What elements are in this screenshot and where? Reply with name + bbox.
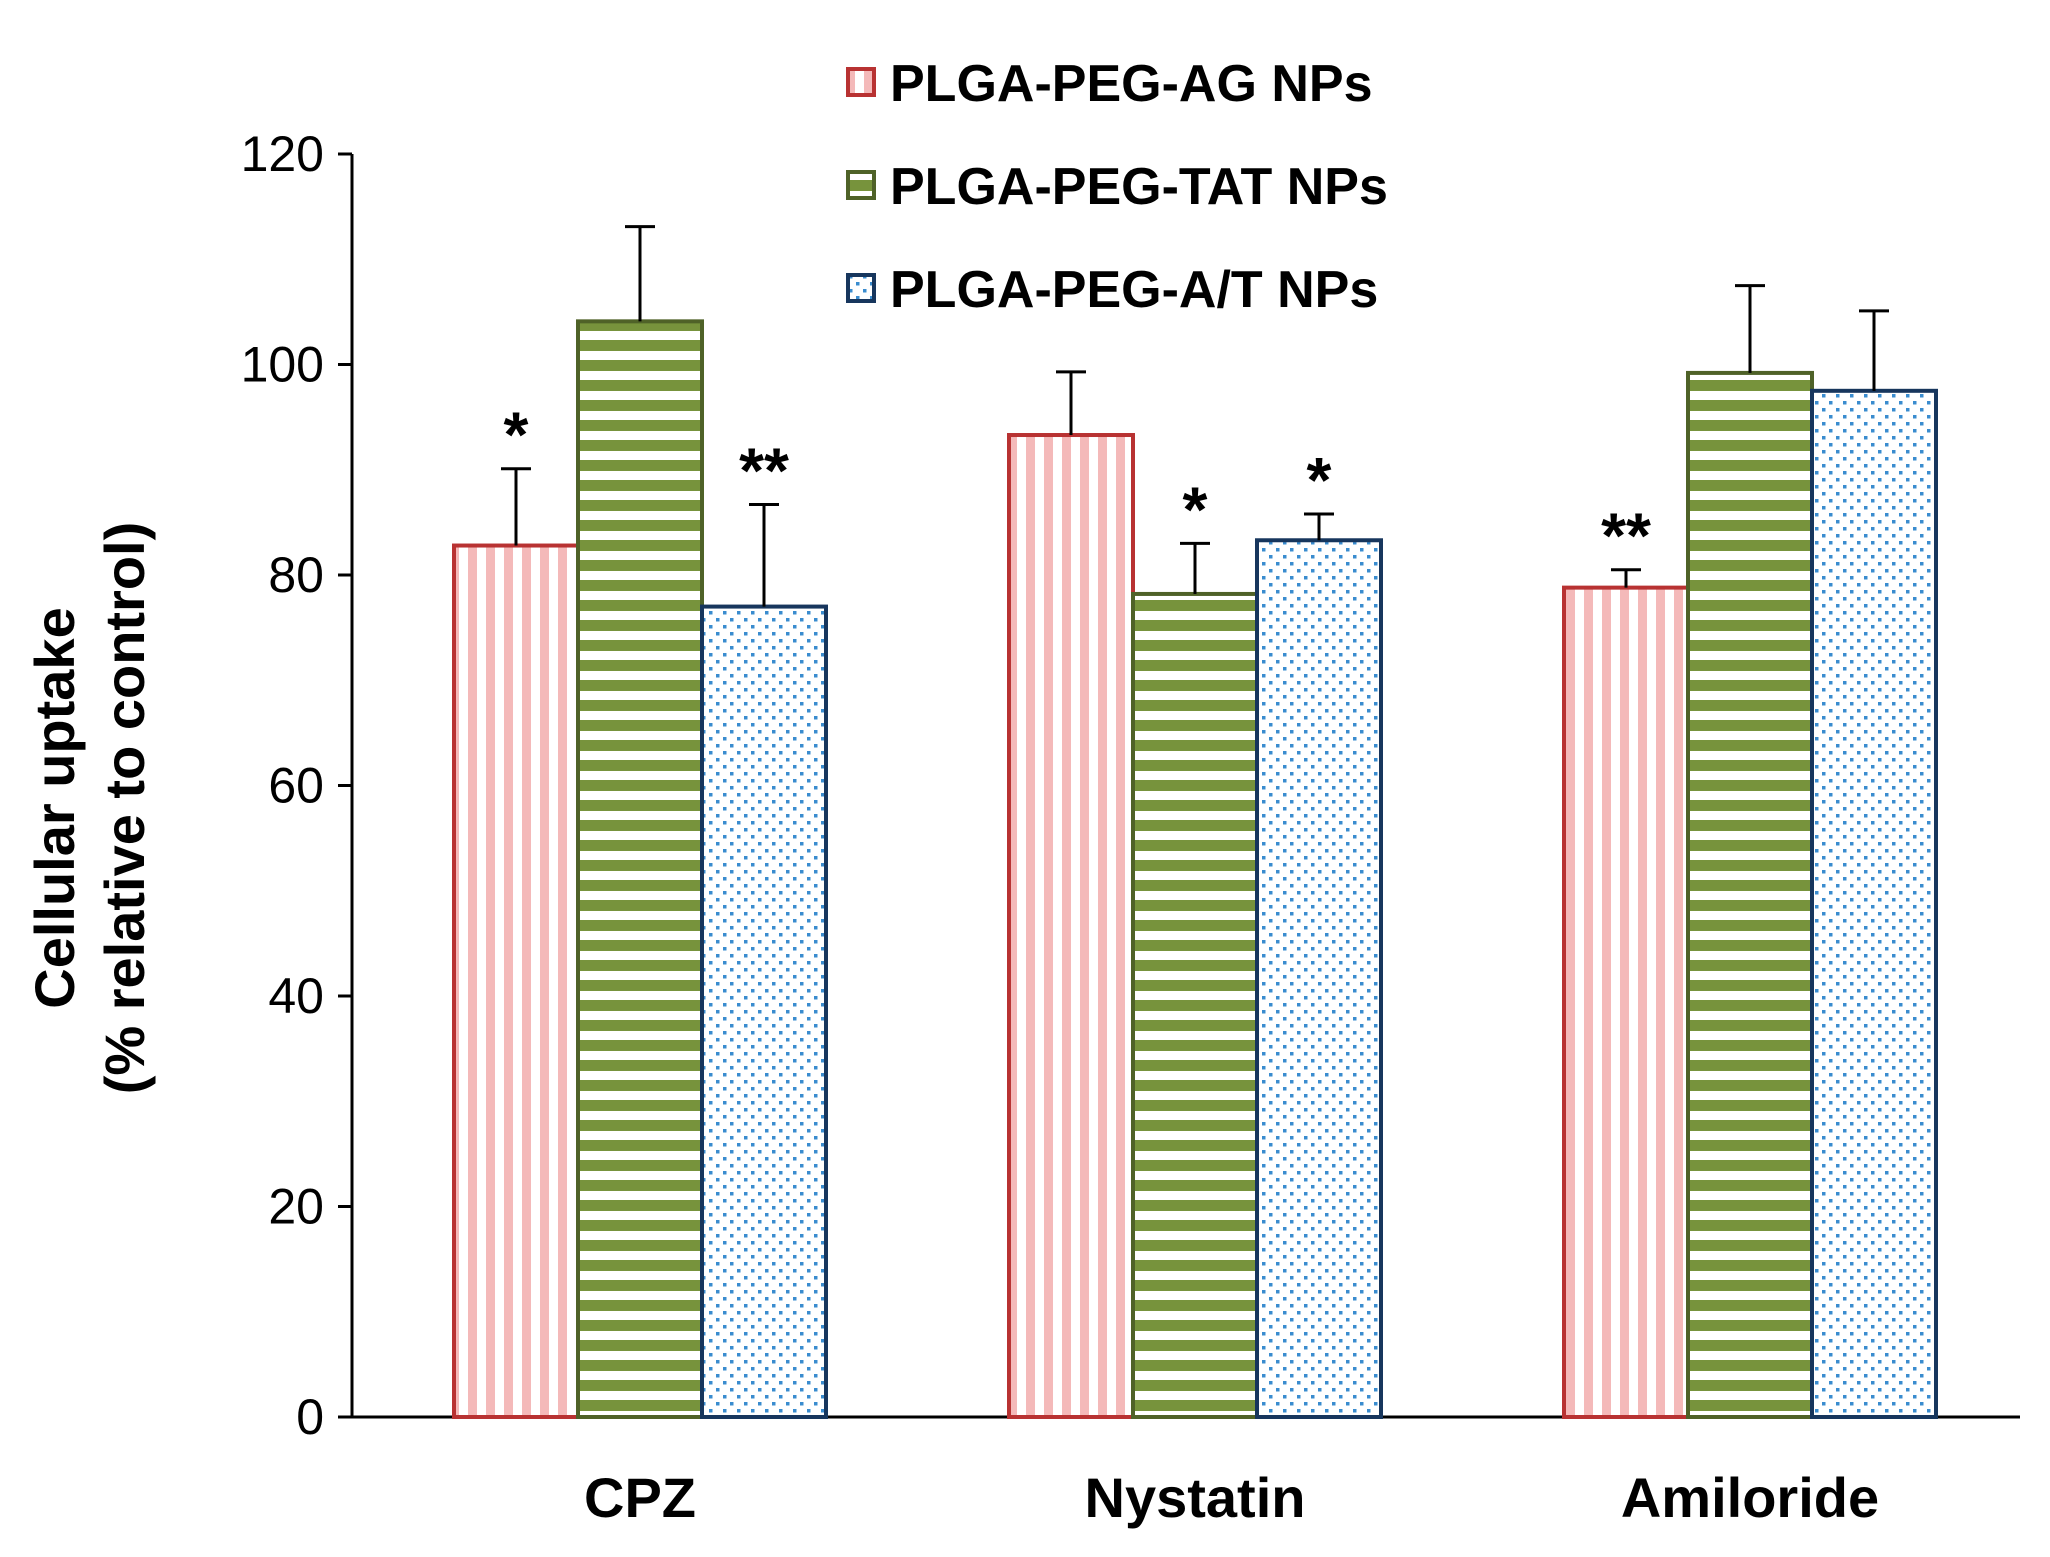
error-bars [501, 225, 1889, 607]
y-tick-label: 120 [241, 126, 324, 182]
bar [576, 319, 704, 1419]
y-axis-title: Cellular uptake (% relative to control) [23, 522, 156, 1095]
significance-marks: ****** * [504, 399, 1651, 572]
y-axis-title-line1: Cellular uptake [23, 607, 86, 1008]
y-axis-title-line2: (% relative to control) [93, 522, 156, 1095]
category-labels: CPZ Nystatin Amiloride [584, 1466, 1879, 1529]
legend-label: PLGA-PEG-AG NPs [890, 55, 1373, 113]
category-label: Nystatin [1085, 1466, 1306, 1529]
significance-mark: ** [1601, 500, 1651, 572]
y-tick-label: 60 [268, 758, 324, 814]
y-tick-label: 0 [296, 1389, 324, 1445]
y-tick-label: 100 [241, 337, 324, 393]
significance-mark: ** [739, 434, 789, 506]
legend-swatch [846, 67, 876, 97]
legend-swatch [846, 170, 876, 200]
category-label: CPZ [584, 1466, 696, 1529]
bar [1007, 433, 1135, 1419]
bar [1686, 370, 1814, 1419]
y-tick-label: 80 [268, 547, 324, 603]
bar [700, 604, 828, 1419]
legend-label: PLGA-PEG-TAT NPs [890, 158, 1388, 216]
y-tick-label: 20 [268, 1179, 324, 1235]
legend-swatch [846, 273, 876, 303]
bar [452, 543, 580, 1419]
significance-mark: * [1307, 444, 1332, 516]
category-label: Amiloride [1621, 1466, 1879, 1529]
legend-label: PLGA-PEG-A/T NPs [890, 261, 1378, 319]
significance-mark: * [1183, 473, 1208, 545]
bar [1131, 591, 1259, 1419]
bars [452, 319, 1938, 1419]
legend: PLGA-PEG-AG NPs PLGA-PEG-TAT NPs PLGA-PEG-… [846, 55, 1388, 319]
bar [1562, 585, 1690, 1419]
significance-mark: * [504, 399, 529, 471]
y-tick-label: 40 [268, 968, 324, 1024]
bar [1255, 538, 1383, 1419]
bar [1810, 388, 1938, 1419]
y-ticks: 0 20 40 60 80 100 120 [241, 126, 352, 1445]
